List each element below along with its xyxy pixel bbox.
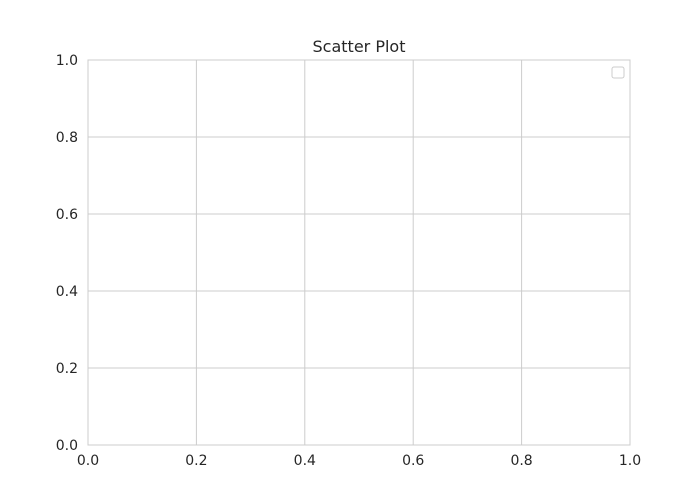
y-tick-label: 0.2 bbox=[56, 361, 78, 377]
x-tick-label: 0.8 bbox=[510, 453, 532, 469]
x-tick-label: 1.0 bbox=[619, 453, 641, 469]
plot-area-frame bbox=[87, 59, 631, 446]
gridlines bbox=[87, 59, 631, 446]
x-tick-label: 0.6 bbox=[402, 453, 424, 469]
y-axis-ticks: 0.0 0.2 0.4 0.6 0.8 1.0 bbox=[56, 53, 78, 454]
x-axis-ticks: 0.0 0.2 0.4 0.6 0.8 1.0 bbox=[77, 453, 641, 469]
chart-title: Scatter Plot bbox=[313, 37, 406, 56]
x-tick-label: 0.4 bbox=[294, 453, 316, 469]
y-tick-label: 0.0 bbox=[56, 438, 78, 454]
legend-box bbox=[611, 66, 625, 79]
y-tick-label: 0.4 bbox=[56, 284, 78, 300]
y-tick-label: 1.0 bbox=[56, 53, 78, 69]
y-tick-label: 0.8 bbox=[56, 130, 78, 146]
x-tick-label: 0.2 bbox=[185, 453, 207, 469]
x-tick-label: 0.0 bbox=[77, 453, 99, 469]
y-tick-label: 0.6 bbox=[56, 207, 78, 223]
